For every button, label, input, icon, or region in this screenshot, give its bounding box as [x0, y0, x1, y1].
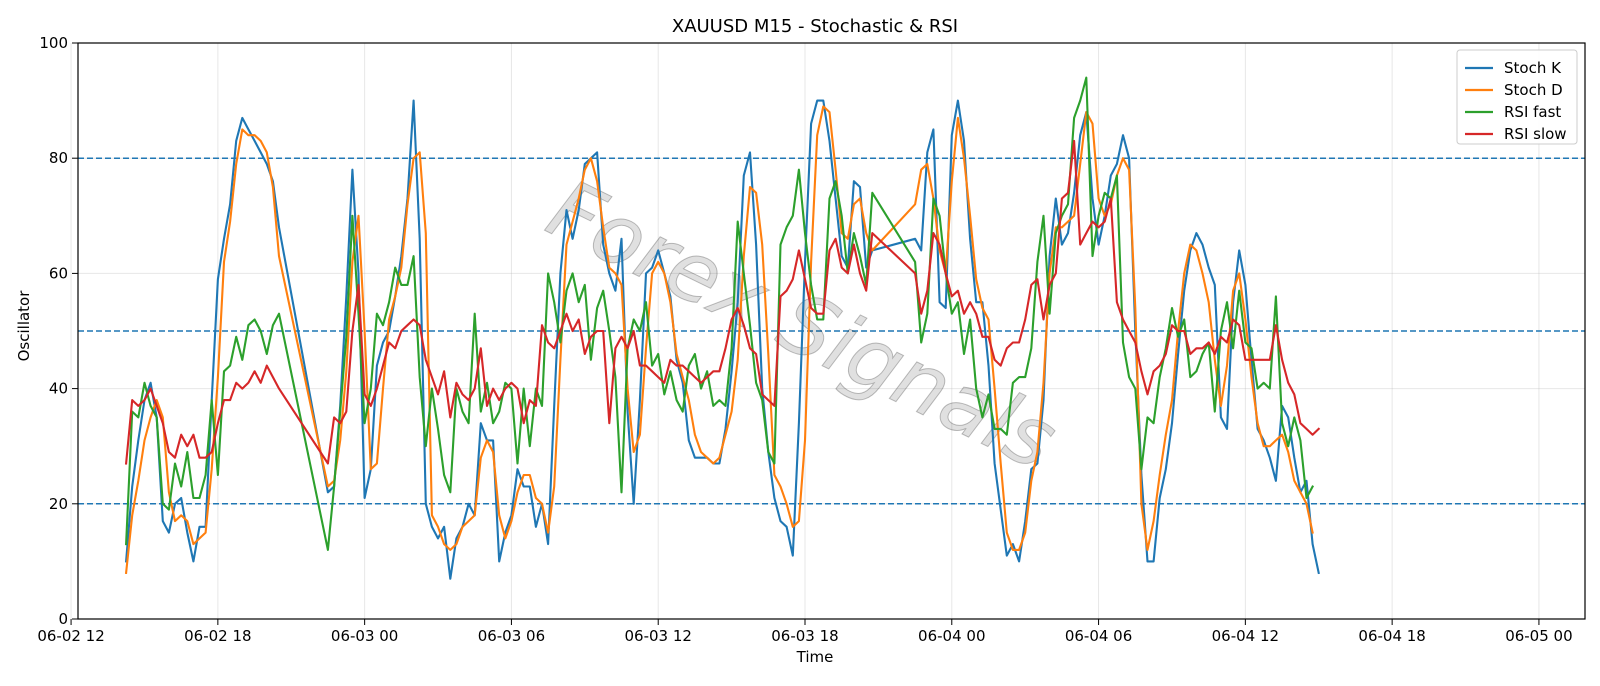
y-tick-label: 40 [49, 380, 68, 398]
x-tick-label: 06-02 18 [184, 627, 251, 645]
series-line-rsi-slow [124, 139, 1321, 465]
y-tick-label: 0 [58, 610, 68, 628]
x-tick-label: 06-03 06 [478, 627, 545, 645]
y-axis-label: Oscillator [15, 290, 33, 362]
x-tick-label: 06-03 00 [331, 627, 398, 645]
y-tick-label: 20 [49, 495, 68, 513]
legend-box [1456, 49, 1578, 145]
y-axis-ticks: 0 20 40 60 80 100 [39, 34, 78, 628]
x-axis-ticks: 06-02 12 06-02 18 06-03 00 06-03 06 06-03 12… [37, 619, 1573, 645]
x-axis-label: Time [796, 648, 834, 666]
x-tick-label: 06-04 18 [1358, 627, 1425, 645]
y-tick-label: 80 [49, 149, 68, 167]
x-tick-label: 06-04 12 [1212, 627, 1279, 645]
legend-label-stoch-k: Stoch K [1504, 59, 1562, 77]
x-tick-label: 06-05 00 [1505, 627, 1572, 645]
x-tick-label: 06-02 12 [37, 627, 104, 645]
x-tick-label: 06-03 18 [771, 627, 838, 645]
series-layer [124, 76, 1321, 580]
y-tick-label: 60 [49, 264, 68, 282]
reference-lines [78, 157, 1585, 505]
series-line-rsi-fast [125, 76, 1315, 551]
legend: Stoch K Stoch D RSI fast RSI slow [1456, 49, 1578, 145]
series-line-stoch-d [124, 105, 1314, 575]
x-tick-label: 06-04 00 [918, 627, 985, 645]
x-tick-label: 06-04 06 [1065, 627, 1132, 645]
x-tick-label: 06-03 12 [624, 627, 691, 645]
legend-label-rsi-slow: RSI slow [1504, 125, 1567, 143]
chart-title: XAUUSD M15 - Stochastic & RSI [672, 16, 958, 37]
y-tick-label: 100 [39, 34, 68, 52]
legend-label-rsi-fast: RSI fast [1504, 103, 1561, 121]
plot-frame [77, 42, 1586, 620]
legend-label-stoch-d: Stoch D [1504, 81, 1563, 99]
